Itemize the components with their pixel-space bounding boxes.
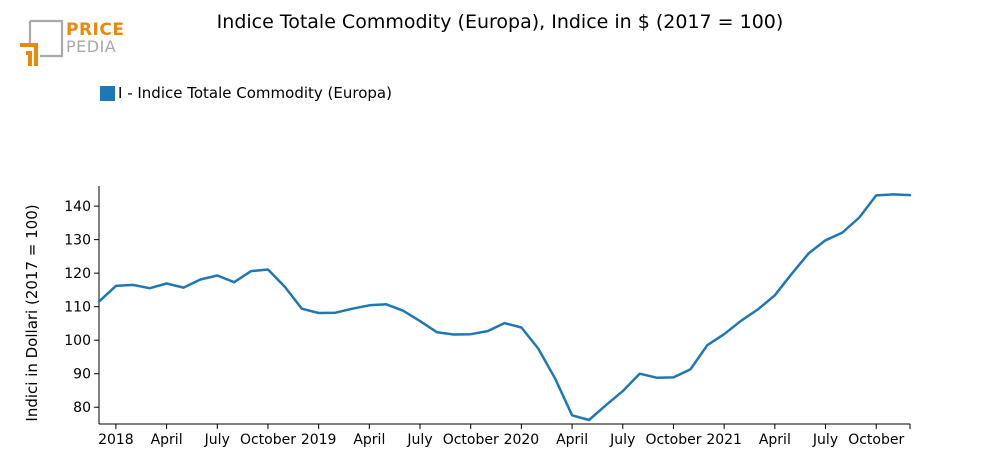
logo-mark-icon	[20, 19, 64, 66]
chart-title: Indice Totale Commodity (Europa), Indice…	[216, 11, 784, 33]
y-tick-label: 90	[73, 367, 91, 383]
y-axis-label: Indici in Dollari (2017 = 100)	[23, 204, 41, 421]
x-tick-label: July	[812, 432, 838, 448]
y-tick-label: 100	[64, 333, 91, 349]
x-tick-label: October	[443, 432, 499, 448]
x-tick-label: July	[406, 432, 432, 448]
series-line	[97, 193, 912, 422]
x-tick-label: 2019	[301, 432, 337, 448]
y-tick-label: 120	[64, 266, 91, 282]
x-tick-label: April	[353, 432, 385, 448]
y-tick-label: 110	[64, 300, 91, 316]
x-tick-label: July	[609, 432, 635, 448]
logo-word-price: PRICE	[66, 20, 125, 40]
x-tick-label: April	[556, 432, 588, 448]
x-tick-label: 2018	[98, 432, 134, 448]
legend-label: I - Indice Totale Commodity (Europa)	[118, 84, 392, 102]
x-tick-label: October	[848, 432, 904, 448]
x-tick-label: April	[759, 432, 791, 448]
y-tick-label: 130	[64, 233, 91, 249]
x-tick-label: July	[204, 432, 230, 448]
legend: I - Indice Totale Commodity (Europa)	[100, 84, 392, 102]
y-tick-label: 140	[64, 199, 91, 215]
x-tick-label: 2020	[504, 432, 540, 448]
x-tick-label: 2021	[706, 432, 742, 448]
y-tick-label: 80	[73, 400, 91, 416]
pricepedia-logo: PRICE PEDIA	[18, 18, 128, 70]
logo-word-pedia: PEDIA	[66, 37, 117, 56]
x-tick-label: April	[151, 432, 183, 448]
legend-swatch	[100, 85, 115, 101]
x-tick-label: October	[645, 432, 701, 448]
x-tick-label: October	[240, 432, 296, 448]
